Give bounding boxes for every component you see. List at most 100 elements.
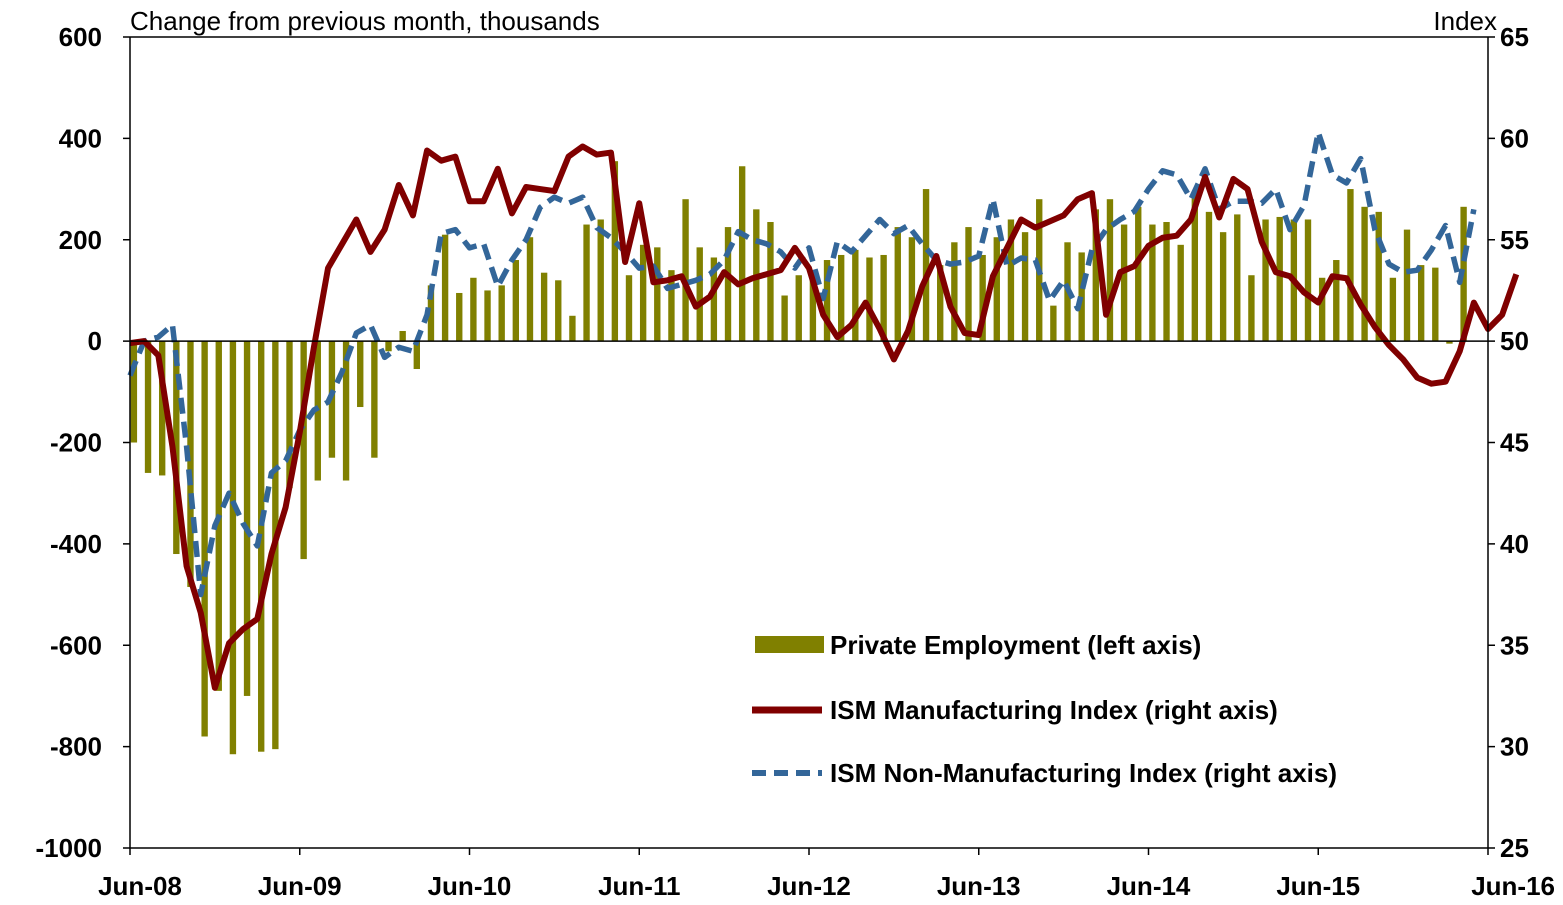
employment-bar (795, 275, 802, 342)
employment-bar (1446, 341, 1453, 344)
employment-bar (229, 341, 237, 755)
employment-bar (696, 247, 703, 342)
employment-bar (342, 341, 350, 481)
left-tick-label: 200 (59, 225, 102, 255)
employment-bar (1191, 194, 1199, 342)
employment-bar (1318, 277, 1326, 342)
employment-bars (130, 161, 1467, 755)
employment-bar (597, 219, 604, 342)
x-tick-label: Jun-08 (98, 871, 182, 901)
x-tick-label: Jun-12 (767, 871, 851, 901)
employment-bar (979, 254, 986, 342)
left-axis-title: Change from previous month, thousands (130, 6, 600, 36)
employment-bar (965, 227, 972, 342)
employment-bar (569, 315, 576, 342)
employment-bar (1276, 216, 1283, 342)
employment-bar (724, 227, 732, 342)
employment-bar (1248, 275, 1255, 342)
employment-bar (1219, 232, 1227, 342)
x-tick-label: Jun-14 (1107, 871, 1191, 901)
employment-bar (130, 341, 138, 443)
right-tick-label: 40 (1500, 529, 1529, 559)
employment-bar (1021, 232, 1029, 342)
x-tick-label: Jun-11 (598, 871, 680, 901)
employment-bar (951, 242, 958, 342)
right-tick-label: 30 (1500, 732, 1529, 762)
employment-bar (1333, 260, 1340, 342)
employment-bar (300, 341, 307, 560)
legend-label-ism-nonmanufacturing: ISM Non-Manufacturing Index (right axis) (830, 758, 1337, 788)
employment-bar (1417, 265, 1425, 342)
employment-bar (385, 341, 392, 352)
employment-bar (781, 295, 788, 342)
left-tick-label: -400 (50, 529, 102, 559)
employment-bar (456, 292, 463, 342)
right-tick-label: 35 (1500, 630, 1529, 660)
employment-bar (1361, 206, 1368, 342)
employment-bar (1050, 305, 1057, 342)
right-tick-label: 65 (1500, 22, 1529, 52)
right-tick-label: 55 (1500, 225, 1529, 255)
x-tick-label: Jun-10 (428, 871, 512, 901)
employment-bar (201, 341, 208, 737)
employment-bar (611, 161, 619, 342)
employment-bar (399, 330, 406, 342)
right-tick-label: 25 (1500, 833, 1529, 863)
employment-bar (427, 285, 435, 342)
employment-bar (993, 237, 1000, 342)
employment-bar (258, 341, 265, 752)
x-tick-label: Jun-13 (937, 871, 1021, 901)
employment-bar (540, 272, 548, 342)
x-tick-label: Jun-16 (1471, 871, 1555, 901)
employment-bar (512, 260, 520, 342)
employment-bar (583, 224, 590, 342)
employment-bar (625, 275, 633, 342)
employment-bar (654, 247, 661, 342)
employment-bar (371, 341, 378, 458)
employment-bar (1135, 206, 1142, 342)
employment-bar (484, 290, 491, 342)
employment-bar (922, 189, 930, 342)
legend: Private Employment (left axis) ISM Manuf… (752, 630, 1337, 788)
legend-label-ism-manufacturing: ISM Manufacturing Index (right axis) (830, 695, 1278, 725)
right-tick-label: 60 (1500, 123, 1529, 153)
employment-bar (682, 199, 689, 342)
left-tick-label: -1000 (36, 833, 103, 863)
employment-bar (1120, 224, 1128, 342)
left-tick-label: 400 (59, 123, 102, 153)
employment-bar (173, 341, 180, 555)
employment-bar (668, 270, 675, 342)
employment-bar (286, 341, 293, 489)
employment-bar (838, 254, 845, 342)
employment-bar (1177, 244, 1184, 342)
x-tick-label: Jun-09 (258, 871, 342, 901)
employment-bar (1347, 189, 1354, 342)
employment-bar (908, 237, 916, 342)
employment-bar (1375, 211, 1382, 342)
employment-bar (1304, 219, 1312, 342)
employment-bar (357, 341, 364, 408)
left-tick-label: -800 (50, 732, 102, 762)
employment-bar (555, 280, 562, 342)
employment-bar (243, 341, 251, 696)
ism-lines (127, 129, 1520, 691)
employment-bar (413, 341, 420, 370)
employment-bar (1389, 277, 1397, 342)
chart-axes: 600 400 200 0 -200 -400 -600 -800 -1000 65 60 55 50 4… (36, 22, 1556, 901)
employment-bar (144, 341, 152, 473)
legend-label-employment: Private Employment (left axis) (830, 630, 1201, 660)
employment-bar (1078, 252, 1085, 342)
left-tick-label: 600 (59, 22, 102, 52)
employment-bar (1432, 267, 1439, 342)
employment-bar (823, 260, 831, 342)
employment-bar (767, 222, 774, 342)
left-tick-label: -600 (50, 630, 102, 660)
employment-bar (639, 244, 647, 342)
left-tick-label: 0 (88, 326, 102, 356)
employment-bar (894, 227, 901, 342)
employment-bar (809, 275, 817, 342)
employment-bar (470, 277, 477, 342)
employment-bar (710, 257, 718, 342)
employment-bar (880, 254, 887, 342)
